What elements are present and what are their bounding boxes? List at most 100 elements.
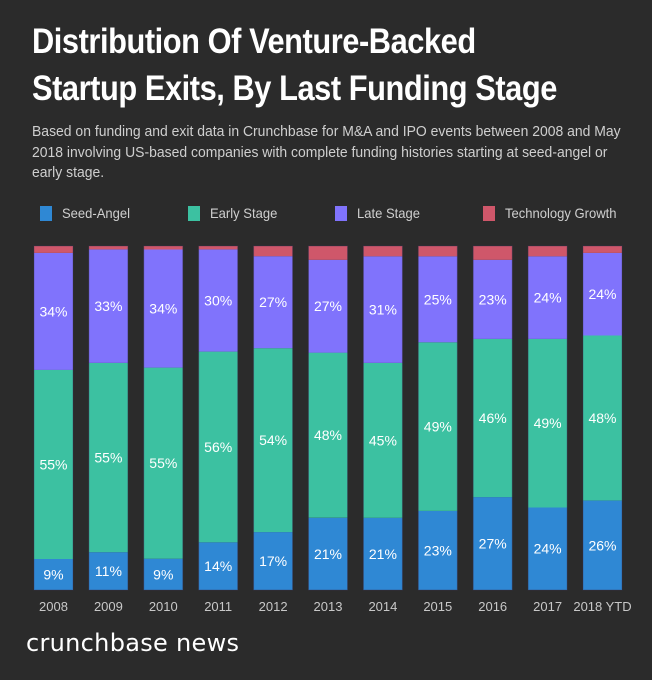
bar-late-stage-2013: [308, 259, 348, 353]
bar-outline-2015: [417, 245, 458, 591]
bar-late-stage-2017: [528, 256, 568, 339]
legend-label-late-stage: Late Stage: [357, 205, 420, 221]
bar-outline-2010: [143, 245, 184, 591]
data-label-early-stage-2011: 56%: [204, 439, 232, 455]
bar-early-stage-2015: [418, 342, 458, 511]
bar-seed-angel-2013: [308, 517, 348, 590]
bar-seed-angel-2015: [418, 510, 458, 590]
chart-title-line-2: Startup Exits, By Last Funding Stage: [32, 69, 557, 108]
bar-seed-angel-2014: [363, 517, 403, 590]
bar-late-stage-2015: [418, 256, 458, 343]
legend-swatch-late-stage: [335, 205, 347, 221]
bar-early-stage-2016: [473, 338, 513, 498]
data-label-seed-angel-2012: 17%: [259, 553, 287, 569]
legend-label-technology-growth: Technology Growth: [505, 205, 617, 221]
bar-late-stage-2012: [253, 256, 293, 349]
bar-group-2011: 14% 56% 30% 2011: [198, 245, 239, 614]
data-label-early-stage-2013: 48%: [314, 427, 342, 443]
bar-early-stage-2013: [308, 352, 348, 518]
x-tick-label-2015: 2015: [423, 599, 452, 614]
bar-late-stage-2016: [473, 259, 513, 339]
data-label-seed-angel-2018-ytd: 26%: [588, 537, 616, 553]
legend-item-early-stage: Early Stage: [188, 204, 282, 222]
data-label-early-stage-2018-ytd: 48%: [588, 410, 616, 426]
x-tick-label-2011: 2011: [204, 599, 232, 614]
bar-technology-growth-2015: [418, 246, 458, 257]
data-label-late-stage-2008: 34%: [39, 303, 67, 319]
bar-technology-growth-2011: [198, 246, 238, 250]
bar-outline-2016: [472, 245, 513, 591]
bar-early-stage-2008: [34, 369, 73, 559]
data-label-late-stage-2009: 33%: [94, 298, 122, 314]
data-label-early-stage-2009: 55%: [94, 450, 122, 466]
legend-item-technology-growth: Technology Growth: [483, 204, 625, 222]
x-tick-label-2008: 2008: [39, 599, 68, 614]
bar-early-stage-2018-ytd: [583, 335, 622, 501]
bar-group-2013: 21% 48% 27% 2013: [308, 245, 348, 614]
data-label-early-stage-2016: 46%: [479, 410, 507, 426]
legend-item-late-stage: Late Stage: [335, 204, 425, 222]
x-tick-label-2018-ytd: 2018 YTD: [573, 599, 631, 614]
bar-group-2015: 23% 49% 25% 2015: [417, 245, 458, 614]
bar-early-stage-2009: [88, 363, 128, 553]
data-label-seed-angel-2008: 9%: [43, 567, 63, 583]
legend-label-early-stage: Early Stage: [210, 205, 278, 221]
bar-group-2012: 17% 54% 27% 2012: [253, 245, 294, 614]
data-label-late-stage-2017: 24%: [534, 290, 562, 306]
bar-seed-angel-2012: [253, 532, 293, 590]
data-label-seed-angel-2014: 21%: [369, 546, 397, 562]
bar-technology-growth-2017: [528, 246, 568, 257]
legend-label-seed-angel: Seed-Angel: [62, 205, 131, 221]
bar-seed-angel-2009: [88, 552, 128, 590]
bar-seed-angel-2018-ytd: [583, 500, 622, 590]
data-label-late-stage-2014: 31%: [369, 302, 397, 318]
x-tick-label-2017: 2017: [533, 599, 562, 614]
x-tick-label-2009: 2009: [94, 599, 123, 614]
data-label-late-stage-2015: 25%: [424, 291, 452, 307]
bar-group-2010: 9% 55% 34% 2010: [143, 245, 184, 614]
bar-technology-growth-2008: [34, 246, 73, 253]
bar-early-stage-2012: [253, 348, 293, 533]
bar-group-2018-ytd: 26% 48% 24% 2018 YTD: [573, 245, 632, 614]
bar-outline-2011: [198, 245, 239, 591]
data-label-late-stage-2013: 27%: [314, 298, 342, 314]
data-label-seed-angel-2010: 9%: [153, 566, 173, 582]
bar-technology-growth-2012: [253, 246, 293, 257]
chart-subtitle: Based on funding and exit data in Crunch…: [32, 123, 621, 181]
bar-early-stage-2011: [198, 351, 238, 543]
data-label-early-stage-2008: 55%: [39, 456, 67, 472]
x-tick-label-2014: 2014: [368, 599, 397, 614]
data-label-seed-angel-2016: 27%: [479, 536, 507, 552]
bar-technology-growth-2016: [473, 246, 513, 260]
bar-technology-growth-2010: [143, 246, 183, 250]
x-tick-label-2013: 2013: [314, 599, 343, 614]
bar-late-stage-2018-ytd: [583, 252, 622, 336]
bar-late-stage-2011: [198, 249, 238, 352]
data-label-early-stage-2014: 45%: [369, 432, 397, 448]
bar-group-2008: 9% 55% 34% 2008: [33, 245, 74, 614]
bar-seed-angel-2008: [34, 559, 73, 590]
bar-group-2016: 27% 46% 23% 2016: [472, 245, 513, 614]
bar-technology-growth-2014: [363, 246, 403, 257]
bar-outline-2014: [362, 245, 403, 591]
data-label-early-stage-2010: 55%: [149, 455, 177, 471]
x-tick-label-2016: 2016: [478, 599, 507, 614]
bar-late-stage-2014: [363, 256, 403, 363]
legend-item-seed-angel: Seed-Angel: [40, 204, 135, 222]
bar-outline-2008: [33, 245, 74, 591]
data-label-late-stage-2010: 34%: [149, 301, 177, 317]
chart-title-line-1: Distribution Of Venture-Backed: [32, 22, 476, 61]
bar-group-2014: 21% 45% 31% 2014: [362, 245, 403, 614]
bar-technology-growth-2009: [88, 246, 128, 250]
bar-seed-angel-2017: [528, 507, 568, 590]
bar-outline-2009: [88, 245, 129, 591]
bar-outline-2012: [253, 245, 294, 591]
data-label-seed-angel-2011: 14%: [204, 558, 232, 574]
bar-outline-2013: [308, 245, 348, 591]
data-label-early-stage-2015: 49%: [424, 419, 452, 435]
chart-legend: Seed-Angel Early Stage Late Stage Technolog…: [40, 204, 640, 224]
bar-early-stage-2017: [528, 338, 568, 508]
data-label-late-stage-2018-ytd: 24%: [588, 286, 616, 302]
bar-technology-growth-2013: [308, 246, 348, 260]
bar-early-stage-2010: [143, 367, 183, 559]
